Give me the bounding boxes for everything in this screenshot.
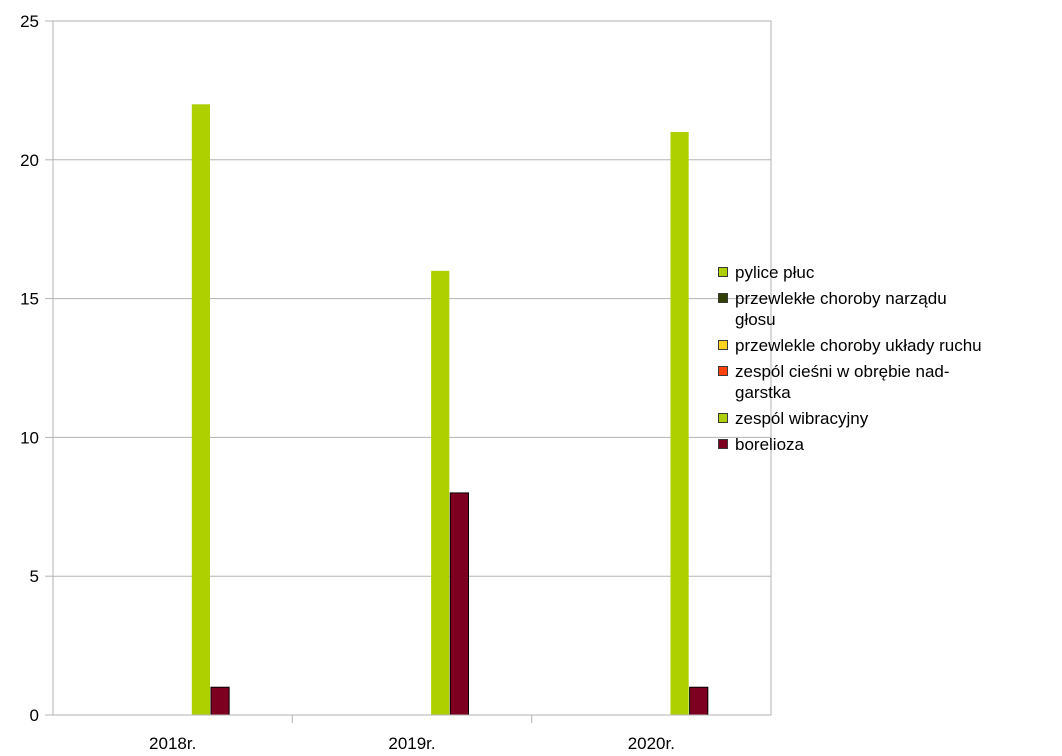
legend-label: zespól wibracyjny — [735, 409, 869, 428]
bar — [449, 492, 469, 716]
legend-label: przewlekłe choroby narządu — [735, 289, 947, 308]
y-tick-label: 20 — [20, 151, 39, 170]
legend-swatch — [718, 366, 728, 376]
y-tick-label: 0 — [30, 706, 39, 725]
axes — [45, 20, 772, 723]
legend-item-ruch: przewlekle choroby układy ruchu — [718, 335, 1058, 356]
y-tick-label: 10 — [20, 428, 39, 447]
y-tick-label: 15 — [20, 290, 39, 309]
legend-item-borelioza: borelioza — [718, 434, 1058, 455]
x-tick-label: 2020r. — [628, 734, 675, 753]
gridlines — [53, 20, 771, 716]
bar — [670, 132, 689, 716]
legend-item-ciesni: zespól cieśni w obrębie nad- garstka — [718, 361, 1058, 403]
legend-label: pylice płuc — [735, 263, 815, 282]
bars-group — [191, 104, 709, 716]
bar — [431, 270, 450, 715]
legend-label-cont: garstka — [735, 383, 791, 402]
legend-label: zespól cieśni w obrębie nad- — [735, 362, 950, 381]
y-tick-label: 5 — [30, 567, 39, 586]
legend-label: przewlekle choroby układy ruchu — [735, 336, 982, 355]
legend-swatch — [718, 439, 728, 449]
y-tick-labels: 0 5 10 15 20 25 — [20, 12, 39, 725]
x-tick-label: 2019r. — [388, 734, 435, 753]
bar — [689, 686, 709, 716]
legend-item-pylice: pylice płuc — [718, 262, 1058, 283]
bar — [210, 686, 230, 716]
x-tick-label: 2018r. — [149, 734, 196, 753]
plot-frame — [52, 20, 772, 716]
legend-label: borelioza — [735, 435, 804, 454]
legend-item-wibracyjny: zespól wibracyjny — [718, 408, 1058, 429]
x-tick-labels: 2018r. 2019r. 2020r. — [149, 734, 675, 753]
legend-swatch — [718, 267, 728, 277]
legend-swatch — [718, 413, 728, 423]
legend-swatch — [718, 340, 728, 350]
legend-label-cont: głosu — [735, 310, 776, 329]
legend-swatch — [718, 293, 728, 303]
y-tick-label: 25 — [20, 12, 39, 31]
legend: pylice płuc przewlekłe choroby narządu g… — [718, 262, 1058, 460]
legend-item-glos: przewlekłe choroby narządu głosu — [718, 288, 1058, 330]
bar — [191, 104, 211, 715]
